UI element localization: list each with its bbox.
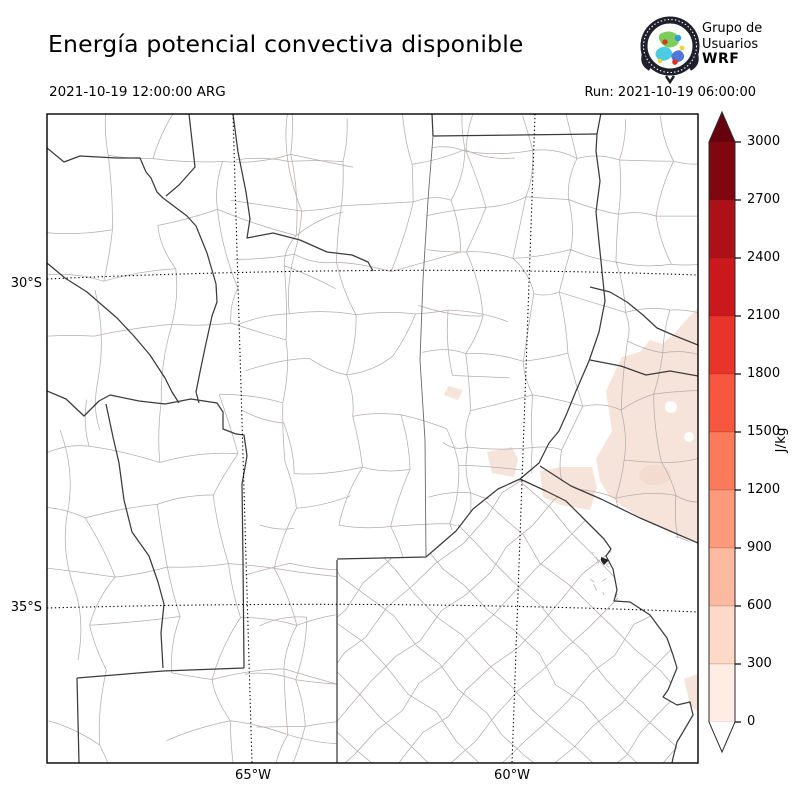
colorbar-tick-label: 1800 bbox=[747, 366, 781, 381]
colorbar-tick-label: 900 bbox=[747, 540, 772, 555]
colorbar-segment bbox=[708, 373, 736, 433]
cape-region-0-300 bbox=[444, 386, 463, 400]
logo-text: Grupo de Usuarios WRF bbox=[702, 21, 762, 68]
colorbar-tick-label: 300 bbox=[747, 656, 772, 671]
province-border bbox=[589, 286, 698, 346]
gridline-60w bbox=[511, 114, 536, 763]
logo-ribbon bbox=[664, 75, 676, 84]
lon-label-60w: 60°W bbox=[494, 768, 530, 783]
province-border bbox=[47, 390, 111, 417]
logo-line-2: Usuarios bbox=[702, 36, 759, 52]
cape-region-0-300 bbox=[487, 447, 518, 477]
colorbar-segment bbox=[708, 141, 736, 201]
colorbar-tick-label: 3000 bbox=[747, 134, 781, 149]
colorbar-segment bbox=[708, 431, 736, 491]
province-border bbox=[589, 359, 698, 377]
province-border bbox=[519, 114, 606, 480]
river-line bbox=[94, 289, 102, 431]
province-border bbox=[165, 114, 196, 197]
cape-hole bbox=[684, 432, 694, 442]
province-borders bbox=[47, 114, 698, 763]
logo-line-1: Grupo de bbox=[702, 21, 763, 36]
colorbar-segment bbox=[708, 315, 736, 375]
colorbar-tick-label: 2400 bbox=[747, 250, 781, 265]
graticule-gridlines bbox=[47, 114, 698, 763]
cape-region-inner bbox=[639, 465, 671, 485]
logo-line-3: WRF bbox=[702, 51, 740, 67]
page-title: Energía potencial convectiva disponible bbox=[48, 30, 524, 58]
colorbar-under-arrow bbox=[709, 722, 735, 752]
logo-globe-map bbox=[655, 31, 685, 65]
province-border bbox=[539, 465, 698, 544]
province-border bbox=[47, 147, 213, 271]
partido-boundaries bbox=[337, 479, 693, 763]
colorbar-segment bbox=[708, 663, 736, 723]
cape-region-0-300 bbox=[684, 674, 698, 712]
valid-time-label: 2021-10-19 12:00:00 ARG bbox=[49, 84, 226, 100]
colorbar-tick-label: 2700 bbox=[747, 192, 781, 207]
province-border bbox=[47, 262, 180, 404]
colorbar-tick-label: 600 bbox=[747, 598, 772, 613]
province-border bbox=[519, 478, 694, 763]
map-frame bbox=[46, 113, 699, 764]
province-border bbox=[109, 394, 237, 435]
colorbar-tick-label: 1200 bbox=[747, 482, 781, 497]
province-border-santafe-w bbox=[419, 135, 434, 558]
colorbar-tick-label: 2100 bbox=[747, 308, 781, 323]
colorbar-segment bbox=[708, 257, 736, 317]
colorbar-tick-label: 0 bbox=[747, 714, 756, 729]
lat-label-35s: 35°S bbox=[10, 600, 42, 615]
lat-label-30s: 30°S bbox=[10, 276, 42, 291]
colorbar-segment bbox=[708, 547, 736, 607]
logo-ring-text bbox=[642, 18, 698, 74]
province-border bbox=[76, 667, 245, 763]
department-mesh-buenosaires bbox=[337, 479, 693, 763]
province-border bbox=[195, 269, 218, 404]
colorbar-tick-label: 1500 bbox=[747, 424, 781, 439]
logo-laurel-right bbox=[688, 53, 699, 71]
province-border bbox=[232, 114, 374, 272]
province-border bbox=[336, 478, 521, 560]
colorbar-unit-label: J/kg bbox=[773, 427, 789, 453]
colorbar-segment bbox=[708, 489, 736, 549]
buenos-aires-city-mark bbox=[601, 557, 609, 565]
map-background bbox=[47, 114, 698, 763]
river-line bbox=[59, 429, 82, 661]
province-border bbox=[105, 403, 165, 669]
gridline-65w bbox=[232, 114, 253, 763]
wrf-logo-emblem bbox=[640, 16, 700, 84]
colorbar-segment bbox=[708, 199, 736, 259]
lon-label-65w: 65°W bbox=[235, 768, 271, 783]
colorbar-over-arrow bbox=[709, 112, 735, 142]
logo-laurel-left bbox=[641, 53, 652, 71]
colorbar bbox=[708, 110, 741, 754]
colorbar-segment bbox=[708, 605, 736, 665]
cape-hole bbox=[665, 401, 677, 413]
run-time-label: Run: 2021-10-19 06:00:00 bbox=[584, 85, 756, 100]
